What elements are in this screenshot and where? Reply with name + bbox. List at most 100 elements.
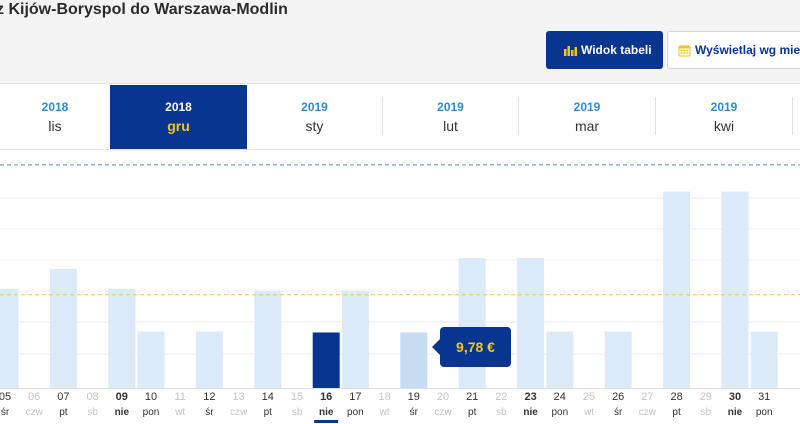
price-bar-23[interactable]: [517, 258, 545, 388]
weekday-label: pon: [756, 407, 773, 418]
day-label: 31: [758, 391, 770, 403]
day-label: 16: [320, 391, 332, 403]
day-label: 19: [408, 391, 420, 403]
weekday-label: sb: [701, 407, 712, 418]
weekday-label: nie: [523, 407, 538, 418]
tab-divider: [792, 97, 793, 135]
tab-month: lut: [443, 118, 458, 134]
weekday-label: nie: [728, 407, 743, 418]
weekday-label: sb: [496, 407, 507, 418]
weekday-label: sb: [87, 407, 98, 418]
day-label: 08: [86, 391, 98, 403]
page-title: z Kijów-Boryspol do Warszawa-Modlin: [0, 1, 288, 18]
month-tabs: 2018 lis 2018 gru 2019 sty 2019 lut 2019…: [0, 85, 800, 150]
weekday-label: pt: [264, 407, 273, 418]
day-label: 10: [145, 391, 157, 403]
day-label: 29: [700, 391, 712, 403]
day-label: 11: [174, 391, 185, 403]
day-label: 09: [116, 391, 128, 403]
price-bar-14[interactable]: [254, 290, 282, 388]
price-bar-09[interactable]: [108, 288, 136, 388]
day-label: 12: [203, 391, 215, 403]
weekday-label: śr: [614, 407, 623, 418]
weekday-label: nie: [319, 407, 334, 418]
day-label: 23: [524, 391, 536, 403]
day-label: 06: [28, 391, 40, 403]
bar-chart-icon: [564, 46, 577, 56]
price-bar-28[interactable]: [663, 191, 691, 388]
price-bar-16[interactable]: [312, 332, 340, 388]
table-view-label: Widok tabeli: [581, 43, 652, 57]
weekday-label: pon: [143, 407, 160, 418]
weekday-label: sb: [292, 407, 303, 418]
weekday-label: czw: [434, 407, 452, 418]
day-label: 26: [612, 391, 624, 403]
weekday-label: pon: [347, 407, 364, 418]
month-view-button[interactable]: Wyświetlaj wg mies: [667, 31, 800, 69]
weekday-label: pt: [59, 407, 68, 418]
price-bar-17[interactable]: [341, 290, 369, 388]
weekday-label: śr: [1, 407, 10, 418]
day-label: 30: [729, 391, 741, 403]
tab-divider: [655, 97, 656, 135]
day-label: 27: [641, 391, 653, 403]
price-bar-26[interactable]: [604, 331, 632, 388]
tab-month: sty: [305, 118, 324, 134]
weekday-label: pt: [672, 407, 681, 418]
calendar-icon: [678, 45, 691, 56]
price-tooltip: 9,78 €: [432, 327, 511, 367]
price-bar-31[interactable]: [750, 331, 778, 388]
header-bar: z Kijów-Boryspol do Warszawa-Modlin Wido…: [0, 0, 800, 84]
weekday-label: wt: [174, 407, 185, 418]
price-bar-05[interactable]: [0, 288, 19, 388]
weekday-label: wt: [379, 407, 390, 418]
weekday-label: czw: [26, 407, 44, 418]
tab-year: 2018: [41, 100, 69, 114]
day-label: 14: [262, 391, 274, 403]
tab-2019-sty[interactable]: 2019 sty: [247, 85, 382, 149]
day-label: 13: [232, 391, 244, 403]
price-chart-svg: 05 śr 06 czw 07 pt 08 sb 09 nie 10 pon 11 wt 12 śr 13 czw…: [0, 164, 800, 423]
day-label: 20: [437, 391, 449, 403]
weekday-label: czw: [230, 407, 248, 418]
tab-2019-mar[interactable]: 2019 mar: [519, 85, 655, 149]
price-bar-10[interactable]: [137, 331, 165, 388]
price-bar-19[interactable]: [400, 332, 428, 388]
day-label: 28: [670, 391, 682, 403]
tab-year: 2019: [710, 100, 738, 114]
weekday-label: pon: [551, 407, 568, 418]
price-bar-30[interactable]: [721, 191, 749, 388]
weekday-label: pt: [468, 407, 477, 418]
price-bar-07[interactable]: [49, 269, 77, 388]
weekday-label: nie: [115, 407, 130, 418]
day-label: 07: [57, 391, 69, 403]
selected-day-underline: [314, 420, 339, 423]
table-view-button[interactable]: Widok tabeli: [546, 31, 663, 69]
tab-year: 2019: [301, 100, 328, 114]
price-bar-21[interactable]: [458, 258, 486, 388]
tab-divider: [518, 97, 519, 135]
tab-2018-lis[interactable]: 2018 lis: [0, 85, 110, 149]
tab-2019-kwi[interactable]: 2019 kwi: [656, 85, 792, 149]
tab-year: 2018: [165, 100, 192, 114]
tab-month: mar: [574, 118, 600, 134]
day-label: 05: [0, 391, 11, 403]
day-label: 17: [349, 391, 361, 403]
weekday-label: czw: [639, 407, 657, 418]
day-label: 24: [554, 391, 566, 403]
weekday-label: śr: [205, 407, 214, 418]
day-label: 15: [291, 391, 303, 403]
tab-divider: [382, 97, 383, 135]
price-bar-12[interactable]: [195, 331, 223, 388]
tab-month: kwi: [713, 118, 735, 134]
day-label: 21: [466, 391, 478, 403]
tab-2018-gru[interactable]: 2018 gru: [110, 85, 247, 149]
tab-year: 2019: [573, 100, 601, 114]
price-bar-24[interactable]: [546, 331, 574, 388]
tab-month: gru: [167, 118, 190, 134]
weekday-label: wt: [583, 407, 594, 418]
weekday-label: śr: [410, 407, 419, 418]
day-label: 18: [378, 391, 390, 403]
month-view-label: Wyświetlaj wg mies: [695, 43, 800, 57]
tab-2019-lut[interactable]: 2019 lut: [383, 85, 518, 149]
